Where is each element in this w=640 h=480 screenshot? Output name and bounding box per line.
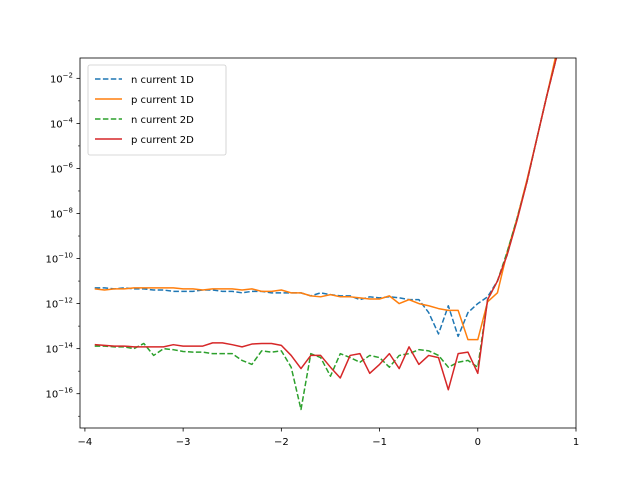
x-tick-label: −1: [372, 437, 387, 448]
x-tick-label: −3: [176, 437, 191, 448]
legend-label-2: n current 2D: [131, 115, 194, 126]
legend-box: [87, 64, 227, 156]
series-line-1: [94, 58, 557, 341]
y-tick-label: 10−6: [50, 161, 74, 175]
x-axis: −4 −3 −2 −1 0 1: [78, 428, 579, 448]
series-line-3: [94, 58, 558, 391]
x-tick-label: 1: [573, 437, 579, 448]
legend-label-0: n current 1D: [131, 75, 194, 86]
y-tick-label: 10−4: [50, 116, 74, 130]
plot-frame: [79, 57, 577, 429]
y-tick-label: 10−10: [45, 252, 73, 266]
y-tick-label: 10−14: [45, 342, 73, 356]
series-layer: [94, 58, 558, 411]
y-axis: 10−16 10−14 10−12 10−10 10−8 10−6 10−4 10−2: [45, 71, 80, 417]
x-tick-label: 0: [475, 437, 481, 448]
x-tick-label: −2: [274, 437, 289, 448]
legend-label-1: p current 1D: [131, 95, 194, 106]
y-tick-label: 10−8: [50, 206, 73, 220]
y-tick-label: 10−2: [50, 71, 73, 85]
y-tick-label: 10−12: [45, 297, 73, 311]
y-tick-label: 10−16: [45, 387, 73, 401]
legend: n current 1D p current 1D n current 2D p cu…: [87, 64, 227, 156]
series-line-0: [94, 58, 557, 338]
legend-label-3: p current 2D: [131, 135, 194, 146]
x-tick-label: −4: [78, 437, 93, 448]
